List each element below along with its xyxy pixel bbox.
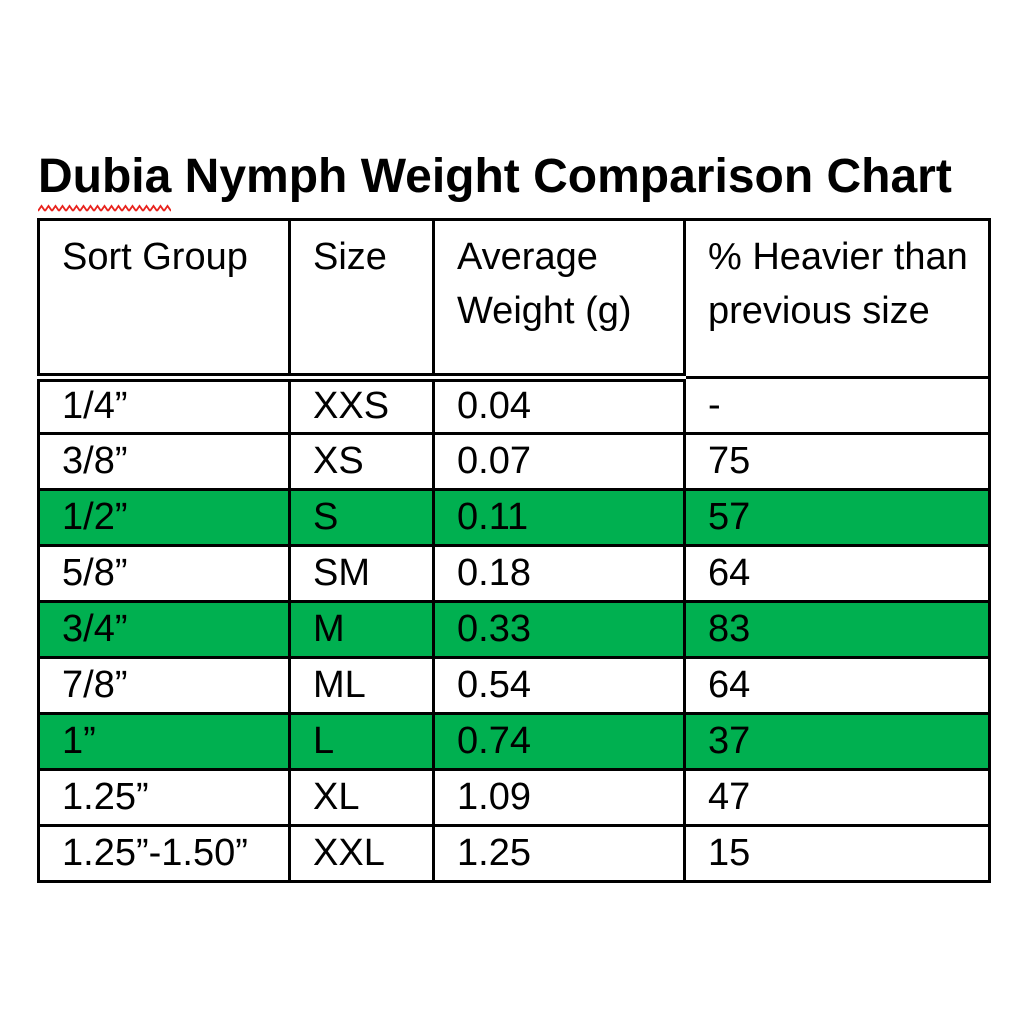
title-misspelled-word: Dubia (38, 149, 172, 214)
table-row: 1.25” XL 1.09 47 (37, 768, 991, 827)
cell-average-weight: 0.11 (432, 488, 686, 547)
table-header: Sort Group Size Average Weight (g) % Hea… (37, 218, 991, 382)
cell-size: SM (288, 544, 435, 603)
cell-sort-group: 7/8” (37, 656, 291, 715)
cell-pct-heavier: 64 (683, 656, 991, 715)
cell-sort-group: 3/8” (37, 432, 291, 491)
column-header-pct-heavier: % Heavier than previous size (683, 218, 991, 379)
spellcheck-squiggle-icon (38, 204, 172, 214)
title-rest-text: Nymph Weight Comparison Chart (171, 150, 952, 204)
table-row: 7/8” ML 0.54 64 (37, 656, 991, 715)
cell-sort-group: 3/4” (37, 600, 291, 659)
cell-size: XXS (288, 376, 435, 435)
table-row: 5/8” SM 0.18 64 (37, 544, 991, 603)
cell-size: XS (288, 432, 435, 491)
cell-size: XXL (288, 824, 435, 883)
cell-pct-heavier: 47 (683, 768, 991, 827)
table-row: 1.25”-1.50” XXL 1.25 15 (37, 824, 991, 883)
cell-average-weight: 0.04 (432, 376, 686, 435)
header-row: Sort Group Size Average Weight (g) % Hea… (37, 218, 991, 382)
cell-size: ML (288, 656, 435, 715)
cell-average-weight: 0.54 (432, 656, 686, 715)
title-word-text: Dubia (38, 150, 172, 204)
cell-size: S (288, 488, 435, 547)
cell-average-weight: 0.18 (432, 544, 686, 603)
cell-pct-heavier: 64 (683, 544, 991, 603)
cell-average-weight: 0.07 (432, 432, 686, 491)
cell-average-weight: 0.33 (432, 600, 686, 659)
cell-sort-group: 5/8” (37, 544, 291, 603)
cell-average-weight: 0.74 (432, 712, 686, 771)
table-row: 1/2” S 0.11 57 (37, 488, 991, 547)
cell-sort-group: 1” (37, 712, 291, 771)
table-body: 1/4” XXS 0.04 - 3/8” XS 0.07 75 1/2” S 0… (37, 376, 991, 883)
cell-sort-group: 1.25” (37, 768, 291, 827)
cell-pct-heavier: 75 (683, 432, 991, 491)
table-row: 3/8” XS 0.07 75 (37, 432, 991, 491)
cell-pct-heavier: 37 (683, 712, 991, 771)
cell-sort-group: 1.25”-1.50” (37, 824, 291, 883)
cell-pct-heavier: 15 (683, 824, 991, 883)
weight-comparison-table: Sort Group Size Average Weight (g) % Hea… (37, 218, 991, 883)
cell-average-weight: 1.25 (432, 824, 686, 883)
cell-pct-heavier: 57 (683, 488, 991, 547)
cell-size: L (288, 712, 435, 771)
cell-size: XL (288, 768, 435, 827)
table-row: 1” L 0.74 37 (37, 712, 991, 771)
column-header-average-weight: Average Weight (g) (432, 218, 686, 382)
table-row: 1/4” XXS 0.04 - (37, 376, 991, 435)
table-row: 3/4” M 0.33 83 (37, 600, 991, 659)
page-title: Dubia Nymph Weight Comparison Chart (38, 149, 952, 214)
column-header-sort-group: Sort Group (37, 218, 291, 382)
cell-sort-group: 1/2” (37, 488, 291, 547)
column-header-size: Size (288, 218, 435, 382)
cell-size: M (288, 600, 435, 659)
cell-sort-group: 1/4” (37, 376, 291, 435)
cell-average-weight: 1.09 (432, 768, 686, 827)
cell-pct-heavier: - (683, 376, 991, 435)
cell-pct-heavier: 83 (683, 600, 991, 659)
